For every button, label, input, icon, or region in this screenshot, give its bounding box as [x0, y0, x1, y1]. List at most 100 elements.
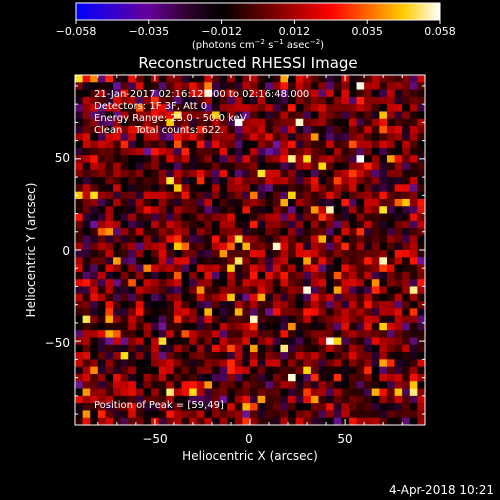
heatmap-cell: [219, 271, 228, 280]
heatmap-cell: [295, 147, 304, 156]
heatmap-cell: [356, 184, 365, 192]
heatmap-cell: [348, 169, 357, 178]
heatmap-cell: [257, 381, 266, 389]
heatmap-cell: [75, 366, 83, 375]
heatmap-cell: [242, 126, 251, 134]
heatmap-cell: [310, 118, 319, 127]
heatmap-cell: [409, 104, 418, 112]
heatmap-cell: [364, 126, 373, 134]
heatmap-cell: [409, 366, 418, 375]
heatmap-cell: [326, 228, 334, 236]
heatmap-cell: [295, 133, 304, 141]
heatmap-cell: [265, 184, 274, 192]
heatmap-cell: [288, 162, 296, 171]
heatmap-cell: [417, 104, 426, 112]
heatmap-cell: [189, 191, 198, 200]
heatmap-cell: [348, 104, 357, 112]
heatmap-cell: [82, 381, 91, 389]
heatmap-cell: [280, 147, 289, 156]
heatmap-cell: [219, 301, 228, 309]
heatmap-cell: [158, 111, 167, 120]
heatmap-cell: [379, 111, 388, 120]
heatmap-cell: [364, 344, 373, 353]
heatmap-cell: [386, 403, 395, 411]
heatmap-cell: [356, 293, 365, 302]
heatmap-cell: [409, 155, 418, 163]
heatmap-cell: [379, 330, 388, 338]
heatmap-cell: [272, 264, 281, 273]
heatmap-cell: [173, 140, 182, 149]
heatmap-cell: [250, 388, 258, 397]
heatmap-cell: [386, 293, 395, 302]
heatmap-cell: [82, 169, 91, 178]
heatmap-cell: [158, 228, 167, 236]
heatmap-cell: [326, 330, 334, 338]
heatmap-cell: [158, 184, 167, 192]
heatmap-cell: [295, 96, 304, 105]
heatmap-cell: [288, 315, 296, 324]
heatmap-cell: [143, 104, 152, 112]
heatmap-cell: [105, 155, 114, 163]
heatmap-cell: [90, 410, 99, 419]
heatmap-cell: [75, 293, 83, 302]
heatmap-cell: [82, 330, 91, 338]
heatmap-cell: [272, 104, 281, 112]
heatmap-cell: [189, 344, 198, 353]
heatmap-cell: [250, 410, 258, 419]
heatmap-cell: [211, 293, 220, 302]
heatmap-cell: [265, 381, 274, 389]
heatmap-cell: [242, 308, 251, 316]
heatmap-cell: [348, 308, 357, 316]
heatmap-cell: [333, 96, 342, 105]
heatmap-cell: [128, 111, 137, 120]
heatmap-cell: [257, 417, 266, 426]
heatmap-cell: [364, 169, 373, 178]
heatmap-cell: [82, 257, 91, 265]
heatmap-cell: [82, 104, 91, 112]
heatmap-cell: [173, 111, 182, 120]
heatmap-cell: [341, 264, 350, 273]
heatmap-cell: [288, 89, 296, 98]
heatmap-cell: [97, 359, 106, 367]
heatmap-cell: [417, 352, 426, 360]
heatmap-cell: [120, 177, 129, 185]
heatmap-cell: [120, 308, 129, 316]
heatmap-cell: [120, 82, 129, 90]
heatmap-cell: [135, 308, 144, 316]
heatmap-cell: [379, 293, 388, 302]
heatmap-cell: [173, 410, 182, 419]
heatmap-cell: [120, 242, 129, 251]
heatmap-cell: [113, 388, 121, 397]
heatmap-cell: [135, 140, 144, 149]
heatmap-cell: [379, 162, 388, 171]
heatmap-cell: [204, 242, 213, 251]
heatmap-cell: [310, 184, 319, 192]
heatmap-cell: [196, 381, 205, 389]
heatmap-cell: [341, 111, 350, 120]
heatmap-cell: [318, 111, 327, 120]
heatmap-cell: [204, 344, 213, 353]
heatmap-cell: [82, 286, 91, 295]
heatmap-cell: [135, 147, 144, 156]
heatmap-cell: [219, 155, 228, 163]
heatmap-cell: [280, 366, 289, 375]
heatmap-cell: [394, 206, 403, 214]
heatmap-cell: [417, 228, 426, 236]
heatmap-cell: [173, 191, 182, 200]
heatmap-cell: [196, 352, 205, 360]
heatmap-cell: [409, 184, 418, 192]
heatmap-cell: [90, 96, 99, 105]
heatmap-cell: [128, 191, 137, 200]
heatmap-cell: [75, 381, 83, 389]
heatmap-cell: [189, 96, 198, 105]
heatmap-cell: [265, 126, 274, 134]
heatmap-cell: [158, 337, 167, 346]
heatmap-cell: [394, 381, 403, 389]
heatmap-cell: [288, 352, 296, 360]
heatmap-cell: [379, 308, 388, 316]
heatmap-cell: [333, 359, 342, 367]
heatmap-cell: [310, 89, 319, 98]
heatmap-cell: [166, 271, 175, 280]
heatmap-cell: [90, 104, 99, 112]
heatmap-cell: [90, 381, 99, 389]
